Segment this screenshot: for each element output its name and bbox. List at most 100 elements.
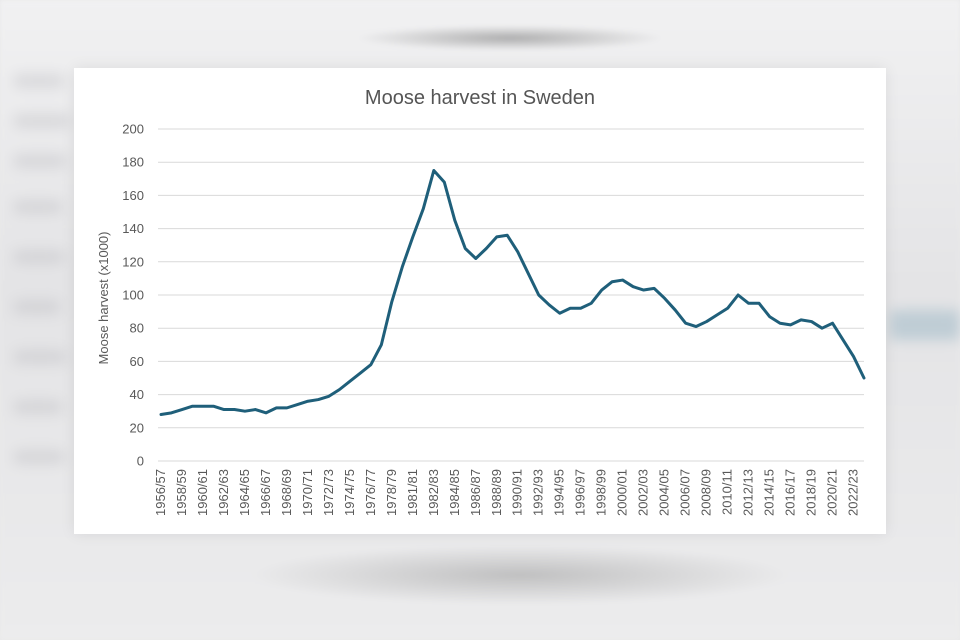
y-tick-label: 60 [130, 354, 144, 369]
data-point [621, 278, 625, 282]
data-point [600, 288, 604, 292]
y-tick-label: 100 [122, 288, 144, 303]
data-point [652, 286, 656, 290]
data-point [453, 218, 457, 222]
data-point [474, 256, 478, 260]
y-tick-label: 180 [122, 155, 144, 170]
data-point [337, 388, 341, 392]
line-chart: Moose harvest in Sweden 0 20 40 60 80 100 120 1… [96, 87, 866, 516]
x-tick-label: 1960/61 [195, 469, 210, 516]
gridlines [158, 128, 864, 462]
x-tick-label: 1976/77 [363, 469, 378, 516]
x-tick-label: 2002/03 [636, 469, 651, 516]
x-tick-label: 1986/87 [468, 469, 483, 516]
data-point [442, 180, 446, 184]
data-point [631, 285, 635, 289]
data-point [495, 235, 499, 239]
data-point [663, 296, 667, 300]
data-point [463, 247, 467, 251]
data-point [642, 288, 646, 292]
data-point [295, 403, 299, 407]
y-tick-label: 120 [122, 254, 144, 269]
y-tick-label: 40 [130, 387, 144, 402]
x-tick-label: 1966/67 [258, 469, 273, 516]
data-point [190, 404, 194, 408]
data-point [348, 379, 352, 383]
x-tick-label: 1982/83 [426, 469, 441, 516]
x-tick-label: 1988/89 [489, 469, 504, 516]
data-point [810, 320, 814, 324]
x-tick-label: 1964/65 [237, 469, 252, 516]
y-tick-label: 80 [130, 321, 144, 336]
y-axis-ticks: 0 20 40 60 80 100 120 140 160 180 200 [122, 122, 144, 469]
chart-title: Moose harvest in Sweden [365, 87, 595, 109]
x-tick-label: 2016/17 [783, 469, 798, 516]
x-tick-label: 2006/07 [678, 469, 693, 516]
data-point [222, 408, 226, 412]
data-point [715, 313, 719, 317]
data-point [201, 404, 205, 408]
x-tick-label: 1978/79 [384, 469, 399, 516]
data-point [432, 169, 436, 173]
data-point [768, 315, 772, 319]
data-point [253, 408, 257, 412]
data-point [684, 321, 688, 325]
data-point [400, 265, 404, 269]
data-point [789, 323, 793, 327]
x-tick-label: 1970/71 [300, 469, 315, 516]
x-tick-label: 2010/11 [720, 469, 735, 515]
x-tick-label: 2000/01 [615, 469, 630, 516]
data-point [232, 408, 236, 412]
data-point [516, 250, 520, 254]
data-point [211, 404, 215, 408]
data-point [831, 321, 835, 325]
data-point [589, 301, 593, 305]
data-point [736, 293, 740, 297]
data-point [558, 311, 562, 315]
x-tick-label: 2012/13 [741, 469, 756, 516]
data-point [579, 306, 583, 310]
data-point [799, 318, 803, 322]
x-tick-label: 1981/81 [405, 469, 420, 516]
y-tick-label: 20 [130, 420, 144, 435]
data-point [526, 271, 530, 275]
x-tick-label: 2022/23 [846, 469, 861, 516]
data-point [505, 233, 509, 237]
x-tick-label: 1956/57 [153, 469, 168, 516]
y-tick-label: 0 [137, 454, 144, 469]
data-point [274, 406, 278, 410]
x-tick-label: 2020/21 [825, 469, 840, 516]
y-tick-label: 140 [122, 221, 144, 236]
x-tick-label: 1992/93 [531, 469, 546, 516]
chart-card: Moose harvest in Sweden 0 20 40 60 80 100 120 1… [74, 68, 886, 534]
x-tick-label: 2018/19 [804, 469, 819, 516]
data-point [358, 371, 362, 375]
data-point [757, 301, 761, 305]
y-tick-label: 160 [122, 188, 144, 203]
data-point [862, 376, 866, 380]
data-point [673, 308, 677, 312]
data-point [610, 280, 614, 284]
x-axis-ticks: 1956/57 1958/59 1960/61 1962/63 1964/65 1966/… [153, 469, 861, 516]
data-point [841, 338, 845, 342]
data-point [726, 306, 730, 310]
data-point [537, 293, 541, 297]
x-tick-label: 2008/09 [699, 469, 714, 516]
x-tick-label: 1968/69 [279, 469, 294, 516]
data-point [747, 301, 751, 305]
data-point [379, 343, 383, 347]
x-tick-label: 1998/99 [594, 469, 609, 516]
data-point [327, 394, 331, 398]
x-tick-label: 1974/75 [342, 469, 357, 516]
data-point [852, 354, 856, 358]
x-tick-label: 1994/95 [552, 469, 567, 516]
x-tick-label: 1958/59 [174, 469, 189, 516]
x-tick-label: 2014/15 [762, 469, 777, 516]
data-point [411, 235, 415, 239]
x-tick-label: 1972/73 [321, 469, 336, 516]
data-point [264, 411, 268, 415]
x-tick-label: 1996/97 [573, 469, 588, 516]
x-tick-label: 2004/05 [657, 469, 672, 516]
data-point [306, 399, 310, 403]
data-point [159, 413, 163, 417]
